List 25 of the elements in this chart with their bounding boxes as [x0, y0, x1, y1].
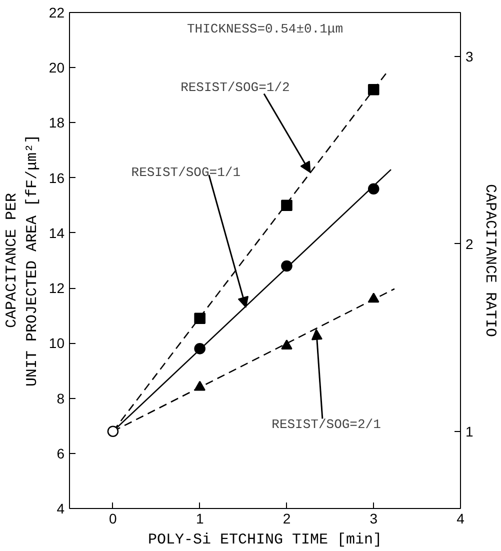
- y-tick-label: 20: [48, 60, 65, 76]
- annotation: RESIST/SOG=2/1: [272, 416, 382, 432]
- y-tick-label: 4: [56, 500, 65, 516]
- x-tick-label: 1: [196, 510, 204, 526]
- y2-tick-label: 2: [466, 236, 474, 252]
- y2-axis-title: CAPACITANCE RATIO: [481, 184, 498, 338]
- annotation: THICKNESS=0.54±0.1μm: [186, 22, 344, 36]
- y-tick-label: 6: [56, 445, 65, 462]
- y-axis-title: CAPACITANCE PER UNIT PROJECTED AREA [fF/μm²]: [4, 134, 41, 387]
- annotation: RESIST/SOG=1/1: [131, 164, 241, 180]
- y-tick-label: 22: [48, 4, 65, 20]
- x-tick-label: 3: [370, 510, 378, 526]
- x-tick-label: 4: [456, 510, 465, 526]
- x-tick-label: 2: [282, 510, 291, 526]
- y-tick-label: 16: [48, 170, 65, 186]
- y-tick-label: 18: [48, 114, 65, 131]
- y-tick-label: 14: [48, 224, 65, 241]
- x-axis-title: POLY-Si ETCHING TIME [min]: [148, 532, 382, 548]
- y-tick-label: 8: [56, 390, 65, 406]
- x-tick-label: 0: [109, 510, 118, 526]
- annotation: RESIST/SOG=1/2: [180, 80, 290, 95]
- y2-tick-label: 1: [466, 423, 474, 440]
- y-tick-label: 10: [48, 335, 65, 352]
- y-tick-label: 12: [48, 280, 65, 296]
- y2-tick-label: 3: [466, 48, 474, 65]
